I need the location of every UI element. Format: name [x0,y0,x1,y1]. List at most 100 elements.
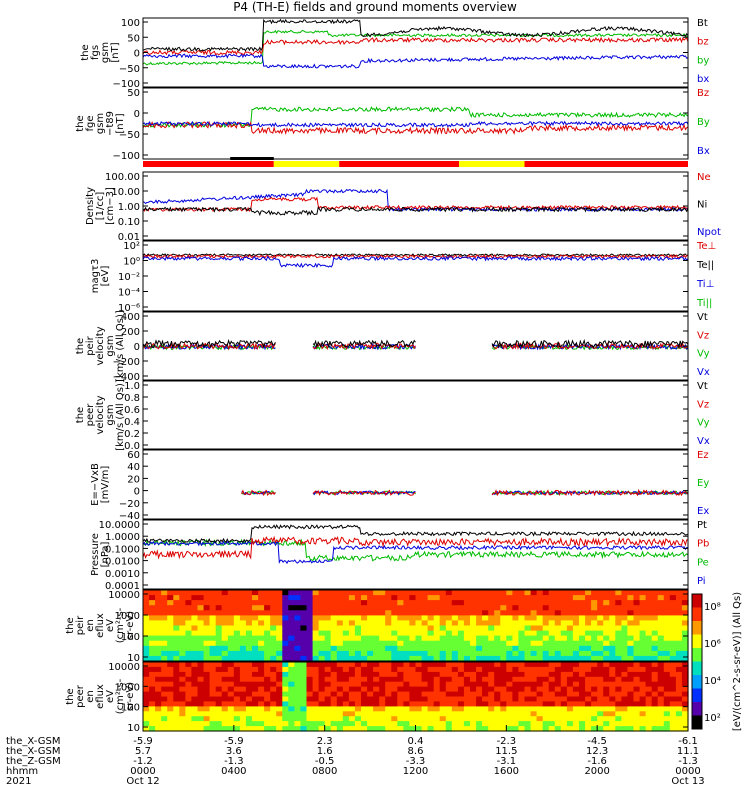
spectrogram-cell [554,691,562,698]
spectrogram-cell [415,600,423,606]
ephemeris-value: -6.1 [678,736,698,747]
spectrogram-cell [433,590,441,596]
spectrogram-cell [603,701,610,707]
spectrogram-cell [633,691,641,698]
spectrogram-cell [476,655,483,662]
spectrogram-cell [409,635,417,642]
spectrogram-cell [518,655,526,662]
spectrogram-cell [597,701,604,707]
spectrogram-cell [512,726,520,732]
mode-bar-segment [339,161,460,167]
y-tick-label: 0 [134,109,140,120]
spectrogram-cell [488,595,495,601]
spectrogram-cell [143,726,150,732]
ephemeris-value: -3.1 [497,756,517,767]
spectrogram-cell [167,716,174,722]
spectrogram-cell [354,686,362,693]
spectrogram-cell [239,635,247,642]
spectrogram-cell [633,600,641,606]
spectrogram-cell [397,726,404,732]
spectrogram-cell [336,590,344,596]
ylabel-line: the [65,617,76,633]
spectrogram-cell [597,590,604,596]
spectrogram-cell [476,635,483,642]
spectrogram-cell [675,650,683,657]
spectrogram-cell [506,590,513,596]
spectrogram-cell [554,630,562,637]
spectrogram-cell [276,676,283,683]
spectrogram-cell [651,701,659,707]
spectrogram-cell [354,711,362,717]
spectrogram-cell [445,595,453,601]
spectrogram-cell [554,625,562,632]
spectrogram-cell [530,671,538,678]
spectrogram-cell [264,711,271,717]
spectrogram-cell [276,662,283,668]
spectrogram-cell [143,671,150,678]
spectrogram-cell [621,662,629,668]
spectrogram-cell [324,701,332,707]
spectrogram-cell [306,630,314,637]
spectrogram-cell [572,600,580,606]
spectrogram-cell [657,615,665,622]
ylabel-line: [km/s (All Qs)] [115,310,126,382]
spectrogram-cell [361,671,368,678]
spectrogram-cell [615,615,622,622]
spectrogram-cell [476,630,483,637]
spectrogram-cell [536,711,544,717]
spectrogram-cell [276,625,283,632]
spectrogram-cell [143,615,150,622]
spectrogram-cell [482,620,489,627]
spectrogram-cell [245,686,253,693]
spectrogram-cell [542,711,550,717]
spectrogram-cell [342,595,350,601]
spectrogram-cell [203,605,211,611]
spectrogram-cell [597,615,604,622]
spectrogram-cell [215,610,223,616]
spectrogram-cell [149,662,156,668]
spectrogram-cell [227,706,235,712]
spectrogram-cell [597,686,604,693]
spectrogram-cell [167,666,174,673]
spectrogram-cell [161,711,168,717]
spectrogram-cell [336,615,344,622]
spectrogram-cell [427,691,435,698]
spectrogram-cell [415,610,423,616]
mode-bar-segment [459,161,525,167]
spectrogram-cell [451,600,459,606]
spectrogram-cell [627,630,635,637]
spectrogram-cell [397,686,404,693]
spectrogram-cell [179,676,186,683]
spectrogram-cell [651,655,659,662]
colorbar-tick-label: 10⁶ [704,639,721,650]
spectrogram-cell [476,681,483,688]
spectrogram-cell [294,716,302,722]
spectrogram-cell [239,600,247,606]
spectrogram-cell [306,625,314,632]
ylabel-line: gsm [105,335,116,356]
spectrogram-cell [161,590,168,596]
spectrogram-cell [579,681,586,688]
spectrogram-cell [585,600,592,606]
spectrogram-cell [245,640,253,647]
spectrogram-cell [663,625,671,632]
spectrogram-cell [500,620,507,627]
spectrogram-cell [530,721,538,727]
spectrogram-cell [276,630,283,637]
spectrogram-cell [312,681,320,688]
spectrogram-cell [421,706,429,712]
y-tick-label: 10000 [108,662,140,673]
spectrogram-cell [421,686,429,693]
ylabel-line: velocity [95,395,106,434]
spectrogram-cell [149,600,156,606]
spectrogram-cell [379,706,386,712]
spectrogram-cell [191,635,199,642]
spectrogram-cell [639,650,647,657]
spectrogram-cell [167,691,174,698]
spectrogram-cell [258,721,265,727]
spectrogram-cell [591,620,598,627]
spectrogram-cell [191,615,199,622]
spectrogram-cell [227,676,235,683]
spectrogram-cell [227,640,235,647]
spectrogram-cell [245,676,253,683]
